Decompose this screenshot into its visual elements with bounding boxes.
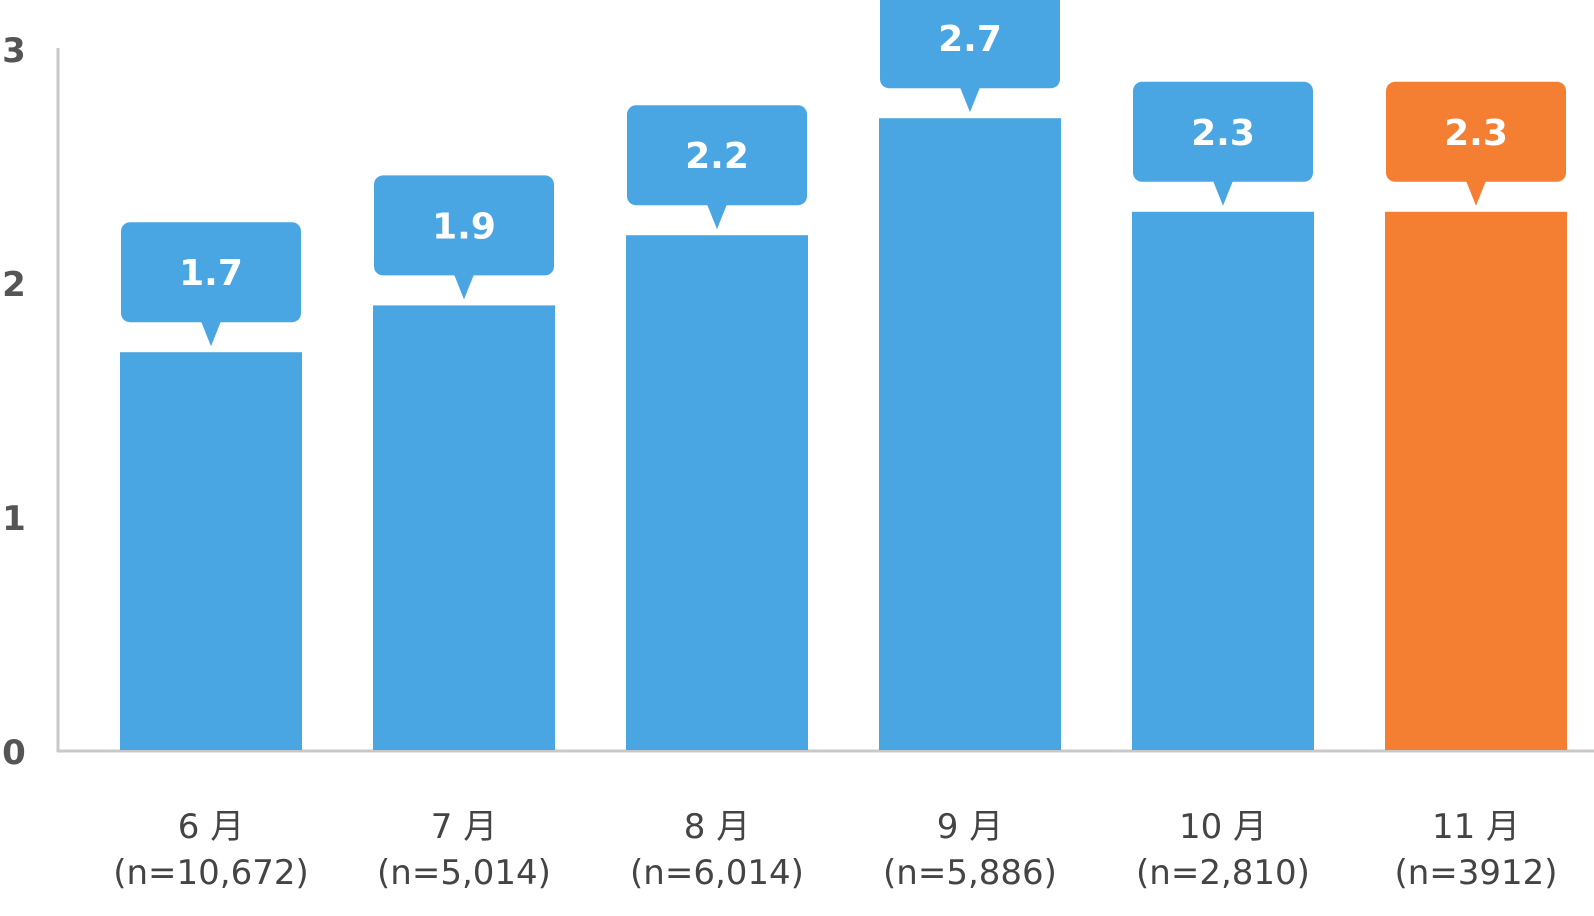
x-category-label-4: 10 月 (1179, 807, 1267, 847)
value-label-3: 2.7 (938, 19, 1002, 60)
x-sample-size-label-0: (n=10,672) (113, 853, 309, 893)
value-callout-pointer-3 (960, 87, 980, 113)
value-callout-box-5 (1386, 81, 1566, 182)
bar-2 (626, 235, 808, 750)
value-callout-pointer-4 (1213, 180, 1233, 206)
x-category-label-1: 7 月 (431, 807, 497, 847)
bar-1 (373, 305, 555, 750)
bar-3 (879, 118, 1061, 750)
value-callout-box-3 (880, 0, 1060, 89)
x-category-label-3: 9 月 (937, 807, 1003, 847)
bar-0 (120, 352, 302, 750)
value-label-4: 2.3 (1191, 113, 1255, 154)
value-callout-pointer-2 (707, 204, 727, 230)
bar-4 (1132, 211, 1314, 751)
value-label-0: 1.7 (179, 253, 243, 294)
value-label-2: 2.2 (685, 136, 749, 177)
value-callout-pointer-1 (454, 274, 474, 300)
y-tick-label-2: 2 (2, 265, 26, 305)
value-callout-box-2 (627, 105, 807, 206)
x-category-label-5: 11 月 (1432, 807, 1520, 847)
value-callout-pointer-5 (1466, 180, 1486, 206)
x-sample-size-label-2: (n=6,014) (630, 853, 804, 893)
x-category-label-0: 6 月 (178, 807, 244, 847)
value-callout-pointer-0 (201, 321, 221, 347)
x-labels-group: 6 月 (n=10,672) 7 月 (n=5,014) 8 月 (n=6,014) 9 月… (113, 807, 1557, 893)
bar-5 (1385, 211, 1567, 751)
y-tick-label-3: 3 (2, 31, 26, 71)
x-sample-size-label-1: (n=5,014) (377, 853, 551, 893)
x-sample-size-label-3: (n=5,886) (883, 853, 1057, 893)
x-sample-size-label-5: (n=3912) (1394, 853, 1557, 893)
x-sample-size-label-4: (n=2,810) (1136, 853, 1310, 893)
value-callout-box-0 (121, 222, 301, 323)
value-callout-box-4 (1133, 81, 1313, 182)
y-tick-label-1: 1 (2, 499, 26, 539)
x-category-label-2: 8 月 (684, 807, 750, 847)
bars-group (120, 118, 1567, 751)
value-label-1: 1.9 (432, 206, 496, 247)
value-callouts-group: 1.7 1.9 2.2 2.7 2.3 2.3 (121, 0, 1566, 347)
y-tick-label-0: 0 (2, 733, 26, 773)
value-callout-box-1 (374, 175, 554, 276)
value-label-5: 2.3 (1444, 113, 1508, 154)
